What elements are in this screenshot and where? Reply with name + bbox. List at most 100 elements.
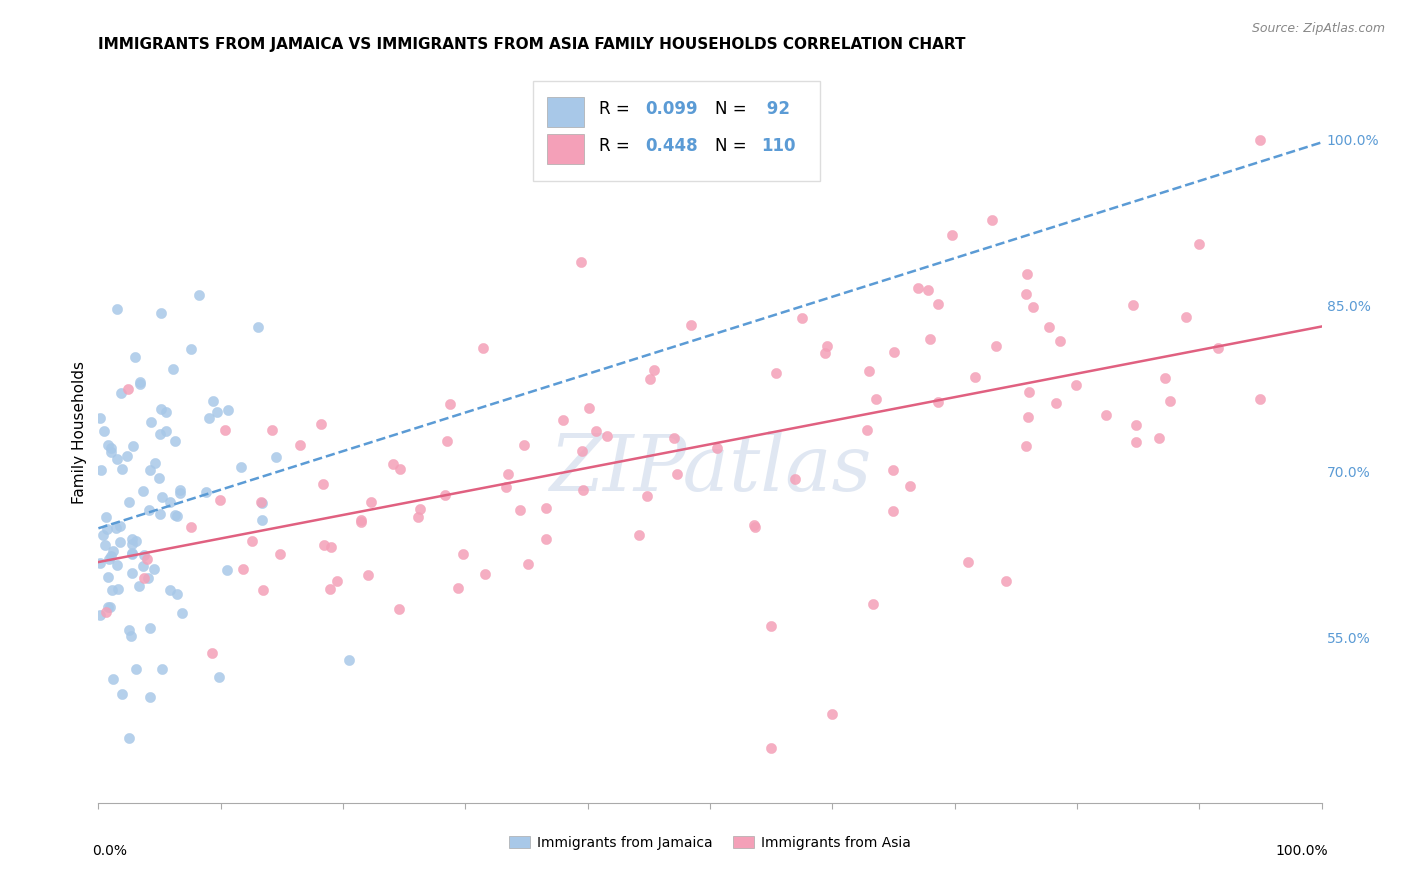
Point <box>98 599 121 614</box>
Text: Source: ZipAtlas.com: Source: ZipAtlas.com <box>1251 22 1385 36</box>
Text: IMMIGRANTS FROM JAMAICA VS IMMIGRANTS FROM ASIA FAMILY HOUSEHOLDS CORRELATION CH: IMMIGRANTS FROM JAMAICA VS IMMIGRANTS FR… <box>98 37 966 52</box>
Point <box>907 281 929 295</box>
Point <box>132 571 155 585</box>
Point <box>578 401 600 415</box>
Point <box>129 376 152 390</box>
Point <box>132 484 155 499</box>
Point <box>94 538 117 552</box>
Point <box>162 362 184 376</box>
Point <box>679 318 702 332</box>
Point <box>856 423 879 437</box>
Point <box>100 549 122 564</box>
Point <box>941 227 963 242</box>
Point <box>865 392 887 406</box>
Point <box>105 452 128 467</box>
Point <box>965 370 987 384</box>
Point <box>217 563 239 577</box>
Point <box>197 411 219 425</box>
Point <box>250 512 273 526</box>
FancyBboxPatch shape <box>547 96 583 127</box>
Text: 0.0%: 0.0% <box>93 844 128 857</box>
Point <box>920 332 942 346</box>
Point <box>97 438 120 452</box>
Point <box>217 403 239 417</box>
Point <box>596 429 619 443</box>
Point <box>143 456 166 470</box>
Point <box>638 371 661 385</box>
Point <box>120 629 142 643</box>
Point <box>100 442 122 456</box>
Point <box>312 538 335 552</box>
Point <box>1249 392 1271 406</box>
Point <box>201 394 224 409</box>
Point <box>665 467 688 481</box>
Point <box>761 619 783 633</box>
Point <box>636 489 658 503</box>
Point <box>163 508 186 523</box>
Point <box>159 494 181 508</box>
Point <box>260 423 283 437</box>
Point <box>188 288 211 302</box>
Point <box>862 597 884 611</box>
Text: 100.0%: 100.0% <box>1275 844 1327 857</box>
Point <box>117 382 139 396</box>
Point <box>1250 133 1272 147</box>
Point <box>957 555 980 569</box>
Point <box>1122 298 1144 312</box>
Point <box>446 582 468 596</box>
Point <box>180 342 202 356</box>
Point <box>139 621 162 635</box>
FancyBboxPatch shape <box>547 134 583 164</box>
Point <box>150 662 173 676</box>
Point <box>252 582 274 597</box>
Point <box>155 424 177 438</box>
Point <box>360 495 382 509</box>
Point <box>101 544 124 558</box>
Point <box>319 582 342 597</box>
Point <box>250 496 273 510</box>
Point <box>136 552 159 566</box>
Point <box>101 672 124 686</box>
Point <box>128 579 150 593</box>
Point <box>571 444 593 458</box>
Point <box>96 509 118 524</box>
Point <box>108 534 131 549</box>
Point <box>93 527 115 541</box>
Point <box>883 345 905 359</box>
Text: 92: 92 <box>762 100 790 118</box>
Point <box>898 479 921 493</box>
Point <box>1125 435 1147 450</box>
Point <box>148 470 170 484</box>
Point <box>388 602 411 616</box>
Point <box>790 310 813 325</box>
Point <box>121 546 143 560</box>
Point <box>264 450 287 464</box>
Point <box>194 485 217 500</box>
Point <box>474 566 496 581</box>
Point <box>509 502 531 516</box>
Point <box>406 509 429 524</box>
Point <box>205 405 228 419</box>
Point <box>821 707 844 722</box>
Point <box>142 562 165 576</box>
Point <box>124 534 146 549</box>
Point <box>246 319 269 334</box>
FancyBboxPatch shape <box>533 81 820 181</box>
Y-axis label: Family Households: Family Households <box>72 361 87 504</box>
Point <box>337 653 360 667</box>
Point <box>858 364 880 378</box>
Point <box>201 646 224 660</box>
Point <box>927 297 949 311</box>
Point <box>152 491 174 505</box>
Point <box>138 503 160 517</box>
Point <box>288 438 311 452</box>
Point <box>814 346 837 360</box>
Point <box>136 571 159 585</box>
Point <box>516 557 538 571</box>
Point <box>785 472 807 486</box>
Point <box>149 508 172 522</box>
Point <box>765 366 787 380</box>
Point <box>627 528 650 542</box>
Point <box>927 394 949 409</box>
Point <box>381 457 404 471</box>
